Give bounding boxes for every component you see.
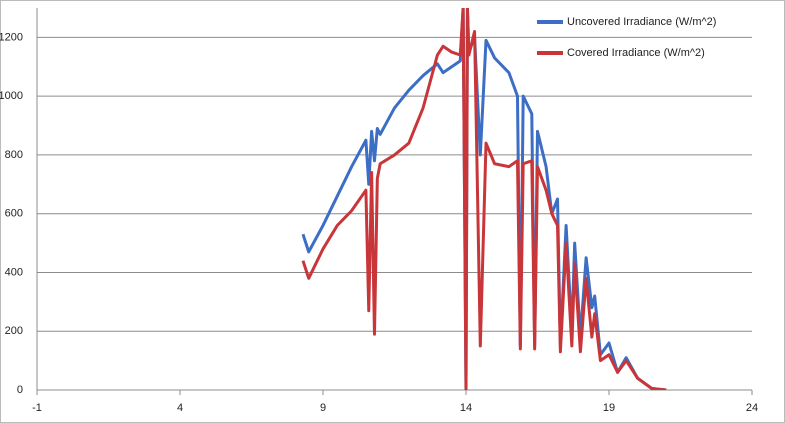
legend-label: Covered Irradiance (W/m^2) (567, 47, 705, 59)
y-tick-label: 0 (17, 384, 23, 396)
legend-label: Uncovered Irradiance (W/m^2) (567, 16, 716, 28)
x-tick-label: 4 (177, 402, 183, 414)
y-tick-label: 600 (5, 208, 23, 220)
x-tick-label: 19 (603, 402, 615, 414)
series-line (301, 8, 667, 390)
y-tick-label: 1000 (0, 90, 23, 102)
x-tick-label: 9 (320, 402, 326, 414)
y-tick-label: 800 (5, 149, 23, 161)
y-tick-label: 400 (5, 266, 23, 278)
x-tick-label: 14 (460, 402, 472, 414)
x-tick-label: -1 (32, 402, 42, 414)
y-tick-label: 200 (5, 325, 23, 337)
series-line (301, 8, 667, 390)
y-tick-label: 1200 (0, 31, 23, 43)
x-tick-label: 24 (746, 402, 758, 414)
